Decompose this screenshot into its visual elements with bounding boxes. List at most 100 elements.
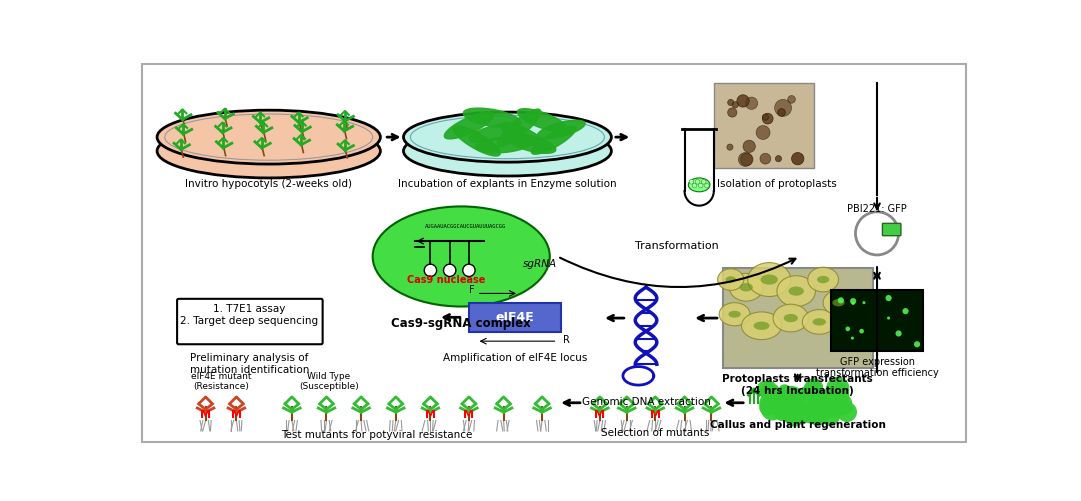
Circle shape: [833, 394, 849, 410]
Circle shape: [815, 410, 825, 419]
Circle shape: [775, 390, 790, 406]
FancyBboxPatch shape: [177, 299, 322, 344]
Circle shape: [851, 337, 854, 340]
Circle shape: [826, 404, 839, 418]
Circle shape: [799, 387, 812, 400]
Ellipse shape: [813, 318, 826, 326]
Text: Callus and plant regeneration: Callus and plant regeneration: [710, 420, 885, 430]
Circle shape: [757, 380, 774, 397]
Circle shape: [835, 383, 845, 393]
Circle shape: [726, 144, 733, 150]
Circle shape: [814, 408, 825, 419]
Circle shape: [463, 264, 475, 277]
Circle shape: [810, 409, 826, 426]
Circle shape: [728, 99, 734, 106]
Circle shape: [786, 393, 804, 412]
Circle shape: [732, 102, 738, 108]
Polygon shape: [497, 109, 540, 147]
Polygon shape: [505, 133, 556, 153]
Circle shape: [859, 329, 864, 334]
Text: M: M: [650, 410, 660, 420]
Text: 1. T7E1 assay
2. Target deep sequencing: 1. T7E1 assay 2. Target deep sequencing: [181, 304, 319, 326]
Circle shape: [791, 398, 799, 406]
Circle shape: [808, 399, 831, 422]
Circle shape: [817, 389, 839, 410]
Circle shape: [690, 179, 694, 184]
Ellipse shape: [784, 314, 798, 322]
Circle shape: [827, 398, 844, 415]
Text: eIF4E mutant
(Resistance): eIF4E mutant (Resistance): [190, 372, 251, 391]
Circle shape: [443, 264, 456, 277]
Circle shape: [802, 407, 819, 423]
Ellipse shape: [718, 269, 744, 291]
Circle shape: [791, 402, 804, 416]
Polygon shape: [518, 109, 566, 132]
FancyBboxPatch shape: [882, 223, 900, 235]
Text: Transformation: Transformation: [635, 241, 719, 251]
Circle shape: [826, 377, 850, 400]
Ellipse shape: [157, 110, 381, 164]
Circle shape: [762, 113, 773, 124]
Text: Cas9 nuclease: Cas9 nuclease: [406, 275, 485, 285]
Circle shape: [705, 183, 709, 188]
Circle shape: [762, 380, 776, 394]
Circle shape: [829, 386, 850, 406]
Circle shape: [790, 390, 801, 400]
Circle shape: [762, 395, 777, 410]
Circle shape: [895, 330, 902, 337]
Ellipse shape: [739, 283, 752, 292]
Circle shape: [783, 397, 790, 404]
Circle shape: [782, 387, 804, 410]
Circle shape: [738, 152, 752, 166]
Text: sgRNA: sgRNA: [523, 259, 557, 269]
Circle shape: [788, 96, 796, 103]
Ellipse shape: [777, 276, 815, 307]
Ellipse shape: [832, 299, 844, 307]
Circle shape: [777, 109, 786, 116]
FancyBboxPatch shape: [831, 290, 923, 351]
Text: Amplification of eIF4E locus: Amplification of eIF4E locus: [443, 354, 587, 364]
Circle shape: [740, 153, 753, 166]
Circle shape: [698, 183, 703, 188]
Circle shape: [820, 406, 840, 426]
Circle shape: [773, 401, 793, 421]
Circle shape: [787, 390, 810, 413]
Text: Selection of mutants: Selection of mutants: [601, 428, 709, 438]
Circle shape: [831, 407, 842, 417]
Polygon shape: [453, 126, 501, 156]
Ellipse shape: [725, 277, 736, 283]
Text: AUGAAUACGGCAUCGUAUUUAGCGG: AUGAAUACGGCAUCGUAUUUAGCGG: [425, 224, 506, 229]
Ellipse shape: [823, 291, 854, 315]
Text: R: R: [563, 335, 570, 345]
Circle shape: [791, 402, 811, 422]
Text: Protoplasts transfectants
(24 hrs Incubation): Protoplasts transfectants (24 hrs Incuba…: [722, 374, 873, 396]
Circle shape: [833, 403, 842, 413]
Circle shape: [820, 390, 840, 410]
Circle shape: [863, 301, 866, 304]
Circle shape: [836, 395, 846, 406]
Circle shape: [816, 392, 824, 400]
Text: M: M: [231, 410, 242, 420]
Ellipse shape: [817, 276, 829, 283]
FancyBboxPatch shape: [142, 64, 966, 442]
Polygon shape: [532, 126, 576, 154]
Ellipse shape: [761, 275, 778, 285]
Circle shape: [778, 401, 800, 423]
Polygon shape: [537, 120, 585, 139]
Circle shape: [885, 295, 892, 301]
Ellipse shape: [742, 312, 782, 340]
Circle shape: [778, 384, 791, 397]
Circle shape: [769, 385, 776, 393]
Text: Invitro hypocotyls (2-weeks old): Invitro hypocotyls (2-weeks old): [185, 179, 352, 189]
Text: Genomic DNA extraction: Genomic DNA extraction: [582, 397, 710, 407]
Circle shape: [763, 390, 785, 411]
Circle shape: [728, 108, 737, 117]
Circle shape: [810, 398, 833, 421]
Circle shape: [761, 390, 770, 399]
Circle shape: [799, 403, 818, 423]
Circle shape: [850, 298, 856, 304]
Text: PBI221: GFP: PBI221: GFP: [848, 204, 907, 214]
Circle shape: [761, 397, 784, 420]
Circle shape: [810, 389, 828, 407]
Text: M: M: [595, 410, 605, 420]
